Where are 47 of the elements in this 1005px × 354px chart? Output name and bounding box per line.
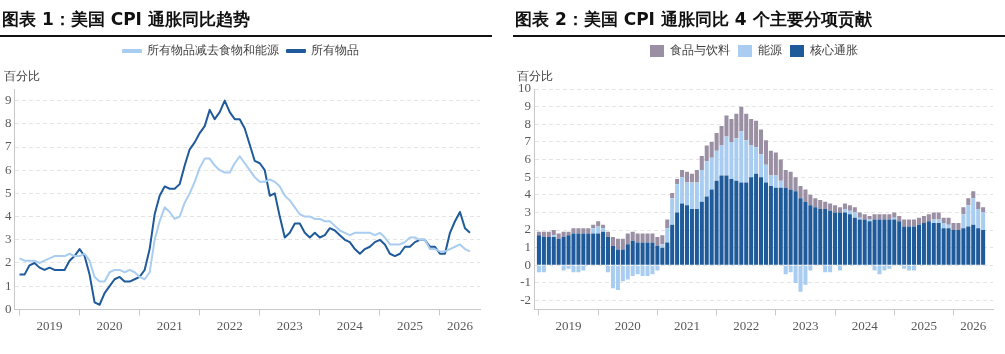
legend-label: 所有物品 [311, 43, 359, 58]
y-tick-label: 0 [524, 256, 531, 272]
y-tick-label: -2 [520, 292, 531, 308]
y-tick-label: 6 [5, 161, 12, 177]
legend-label: 食品与饮料 [670, 43, 730, 58]
chart-title: 图表 2：美国 CPI 通胀同比 4 个主要分项贡献 [513, 4, 1005, 37]
chart-title: 图表 1：美国 CPI 通胀同比趋势 [0, 4, 492, 37]
y-tick-label: 9 [524, 98, 531, 114]
x-tick-label: 2021 [156, 317, 183, 333]
y-tick-label: 3 [524, 203, 531, 219]
x-tick-label: 2020 [96, 317, 123, 333]
y-tick-label: 0 [5, 300, 12, 316]
x-tick-label: 2024 [336, 317, 364, 333]
x-tick-label: 2023 [792, 317, 819, 333]
y-tick-label: 4 [5, 208, 12, 224]
x-tick-label: 2025 [910, 317, 937, 333]
y-tick-label: 5 [5, 184, 12, 200]
legend-label: 核心通胀 [809, 43, 858, 58]
x-tick-label: 2024 [851, 317, 879, 333]
x-tick-label: 2026 [960, 317, 987, 333]
x-tick-label: 2022 [733, 317, 760, 333]
y-tick-label: 6 [524, 150, 532, 166]
y-tick-label: 4 [524, 186, 532, 202]
y-tick-label: 8 [524, 115, 531, 131]
y-axis-title: 百分比 [4, 69, 40, 84]
x-tick-label: 2021 [674, 317, 700, 333]
x-tick-label: 2020 [614, 317, 641, 333]
y-tick-label: 1 [5, 277, 12, 293]
x-tick-label: 2019 [555, 317, 582, 333]
y-tick-label: 7 [5, 138, 12, 154]
y-tick-label: 5 [524, 168, 531, 184]
x-tick-label: 2019 [36, 317, 63, 333]
y-tick-label: 9 [5, 92, 12, 108]
y-tick-label: -1 [520, 274, 531, 290]
legend-label: 所有物品减去食物和能源 [147, 43, 279, 58]
x-tick-label: 2025 [396, 317, 423, 333]
x-tick-label: 2022 [216, 317, 243, 333]
x-tick-label: 2026 [446, 317, 474, 333]
legend-label: 能源 [758, 43, 782, 58]
y-tick-label: 2 [5, 254, 12, 270]
y-axis-title: 百分比 [517, 69, 553, 84]
y-tick-label: 7 [524, 133, 532, 149]
y-tick-label: 2 [524, 221, 531, 237]
x-tick-label: 2023 [276, 317, 303, 333]
y-tick-label: 3 [5, 231, 12, 247]
y-tick-label: 8 [5, 115, 12, 131]
y-tick-label: 1 [524, 239, 531, 255]
